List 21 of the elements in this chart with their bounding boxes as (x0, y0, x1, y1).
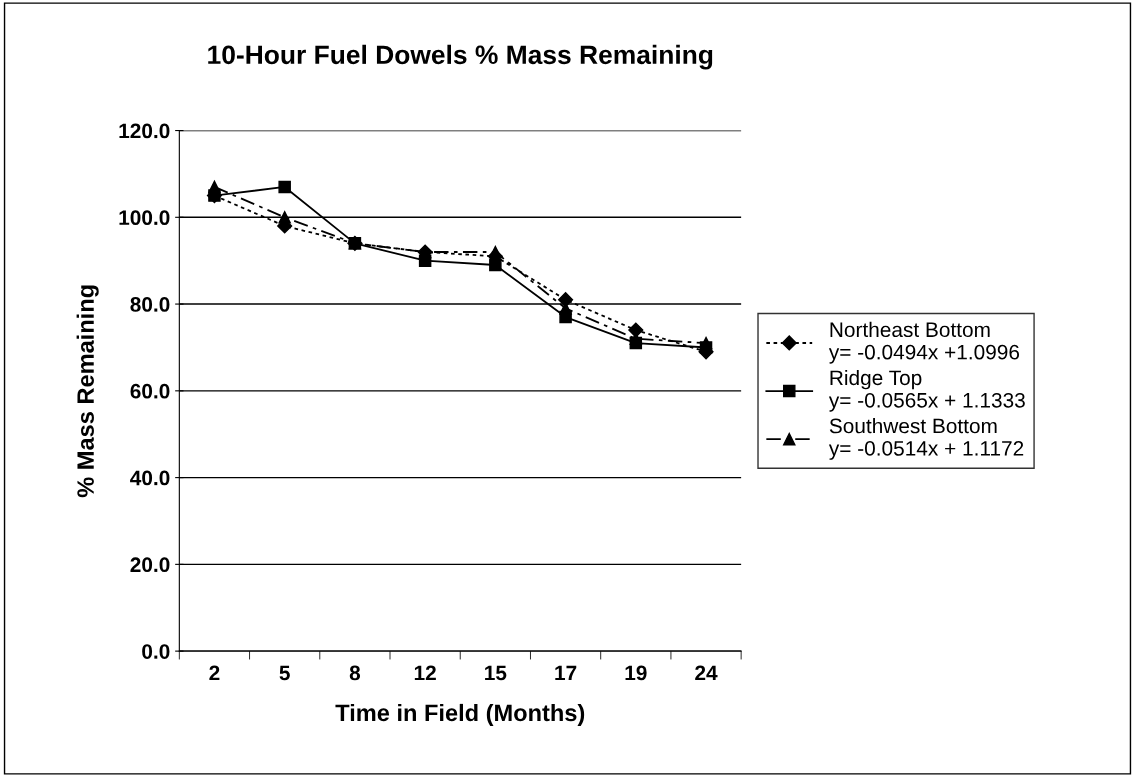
y-tick-label: 20.0 (130, 557, 170, 573)
x-axis-title: Time in Field (Months) (335, 703, 585, 726)
x-tick-label: 8 (349, 665, 361, 681)
x-tick-label: 19 (625, 665, 647, 681)
chart-title: 10-Hour Fuel Dowels % Mass Remaining (208, 44, 713, 70)
y-tick-label: 40.0 (130, 470, 170, 486)
x-tick-label: 5 (279, 665, 290, 681)
legend-label: Southwest Bottom y= -0.0514x + 1.1172 (828, 418, 1024, 460)
x-tick-label: 17 (555, 665, 577, 681)
legend-label: Northeast Bottom y= -0.0494x +1.0996 (828, 321, 1020, 364)
x-tick-label: 24 (695, 665, 718, 681)
y-tick-label: 0.0 (142, 644, 170, 659)
y-tick-label: 60.0 (130, 383, 170, 399)
y-axis-title: % Mass Remaining (76, 285, 99, 498)
y-tick-label: 100.0 (119, 210, 170, 226)
x-tick-label: 2 (209, 665, 220, 681)
legend-label: Ridge Top y= -0.0565x + 1.1333 (828, 369, 1025, 412)
y-tick-label: 80.0 (130, 297, 170, 312)
x-tick-label: 15 (485, 665, 507, 681)
x-tick-label: 12 (414, 665, 436, 681)
y-tick-label: 120.0 (119, 123, 170, 139)
